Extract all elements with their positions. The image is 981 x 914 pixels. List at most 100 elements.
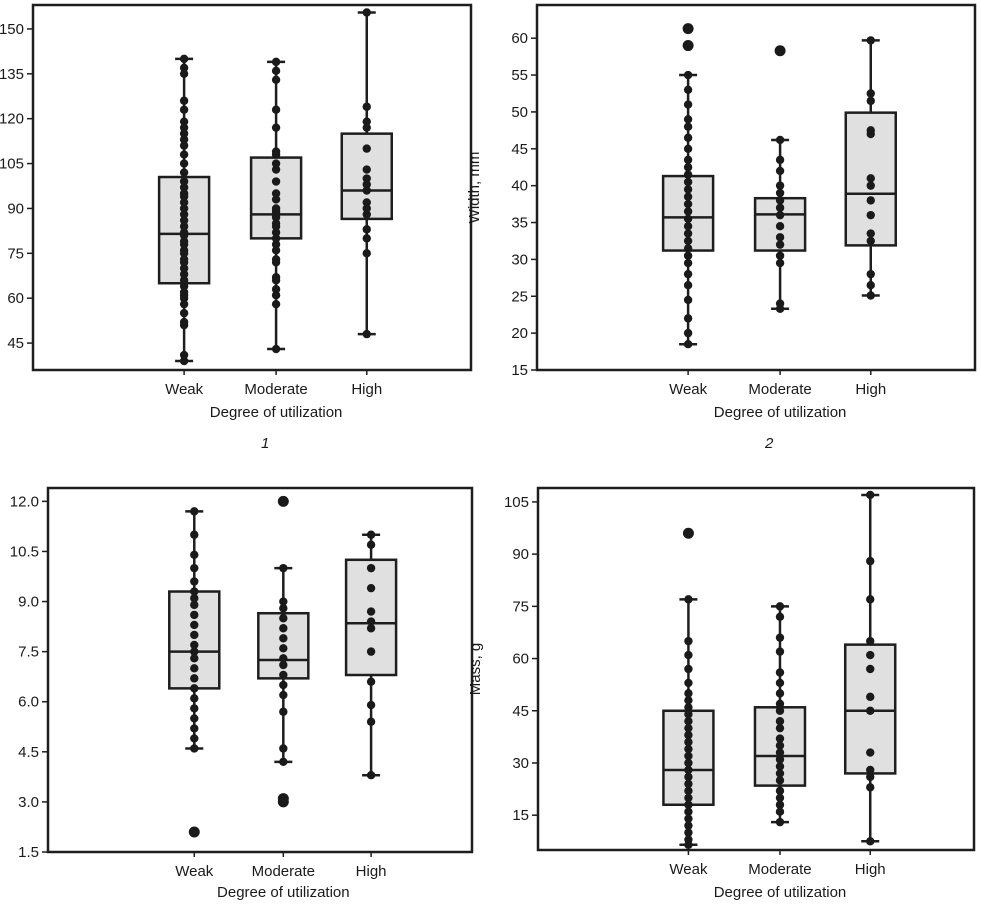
data-point	[683, 122, 693, 131]
data-point	[179, 69, 189, 79]
data-point	[271, 147, 281, 156]
data-point	[683, 163, 693, 172]
data-point	[684, 723, 693, 733]
data-point	[866, 174, 875, 183]
y-tick-label: 7.5	[18, 644, 39, 661]
y-tick-label: 45	[511, 141, 528, 158]
y-tick-label: 40	[511, 178, 528, 195]
data-point	[775, 240, 785, 249]
data-point	[366, 563, 376, 573]
data-point	[179, 255, 189, 264]
data-point	[775, 734, 785, 743]
data-point	[684, 710, 693, 719]
data-point	[866, 748, 875, 757]
data-point	[866, 181, 875, 190]
x-tick-label-high: High	[356, 863, 387, 880]
data-point	[684, 814, 693, 823]
outlier-point	[188, 826, 200, 838]
data-point	[683, 192, 693, 201]
data-point	[775, 762, 785, 771]
data-point	[775, 647, 785, 656]
data-point	[775, 699, 785, 709]
data-point	[179, 204, 189, 213]
data-point	[684, 730, 693, 740]
data-point	[179, 129, 189, 138]
data-point	[179, 177, 189, 186]
data-point	[362, 204, 371, 213]
data-point	[775, 210, 785, 220]
y-tick-label: 55	[511, 67, 528, 84]
data-point	[775, 251, 785, 260]
data-point	[271, 291, 281, 300]
data-point	[683, 229, 693, 238]
data-point	[866, 269, 875, 279]
data-point	[683, 236, 693, 246]
data-point	[775, 717, 785, 726]
y-tick-label: 20	[511, 325, 528, 342]
data-point	[179, 63, 189, 73]
data-point	[362, 180, 371, 189]
data-point	[366, 770, 376, 780]
data-point	[179, 237, 189, 246]
data-point	[179, 105, 189, 114]
y-axis-title: Width, mm	[466, 152, 483, 224]
data-point	[362, 8, 371, 17]
data-point	[684, 744, 693, 754]
data-point	[190, 507, 199, 516]
data-point	[866, 772, 875, 782]
x-axis-title: Degree of utilization	[210, 404, 343, 421]
y-tick-label: 75	[512, 598, 529, 615]
data-point	[279, 614, 288, 623]
data-point	[279, 624, 288, 633]
y-tick-label: 9.0	[18, 594, 39, 611]
data-point	[179, 282, 189, 291]
y-tick-label: 12.0	[10, 493, 39, 510]
data-point	[775, 748, 785, 757]
data-point	[179, 189, 189, 198]
data-point	[271, 75, 281, 84]
data-point	[362, 210, 371, 219]
data-point	[683, 258, 693, 268]
data-point	[279, 604, 288, 613]
data-point	[179, 183, 189, 192]
data-point	[179, 216, 189, 225]
y-tick-label: 50	[511, 104, 528, 121]
data-point	[866, 556, 875, 566]
data-point	[271, 165, 281, 174]
data-point	[866, 837, 875, 846]
data-point	[366, 617, 376, 626]
data-point	[775, 602, 785, 611]
data-point	[179, 135, 189, 144]
data-point	[684, 689, 693, 698]
y-tick-label: 75	[7, 245, 24, 262]
chart-panel-2: 15 20 25 30 35 40 45 50 55 60 Width, mm Weak Moderat…	[466, 3, 977, 452]
y-tick-label: 90	[7, 200, 24, 217]
data-point	[866, 692, 875, 702]
data-point	[190, 577, 199, 586]
data-point	[684, 793, 693, 802]
data-point	[684, 772, 693, 782]
data-point	[190, 654, 199, 663]
data-point	[684, 779, 693, 789]
data-point	[366, 677, 376, 686]
data-point	[684, 737, 693, 747]
data-point	[775, 741, 785, 750]
data-point	[179, 159, 189, 168]
data-point	[366, 647, 376, 656]
data-point	[683, 185, 693, 194]
x-axis-title: Degree of utilization	[217, 884, 350, 901]
data-point	[271, 123, 281, 132]
data-point	[179, 222, 189, 231]
data-point	[271, 57, 281, 67]
data-point	[190, 694, 199, 703]
data-point	[683, 295, 693, 305]
data-point	[684, 717, 693, 726]
outlier-point	[682, 23, 694, 35]
data-point	[271, 105, 281, 114]
data-point	[271, 219, 281, 228]
data-point	[179, 228, 189, 237]
data-point	[683, 115, 693, 124]
data-point	[271, 240, 281, 249]
data-point	[190, 563, 199, 573]
data-point	[866, 595, 875, 604]
